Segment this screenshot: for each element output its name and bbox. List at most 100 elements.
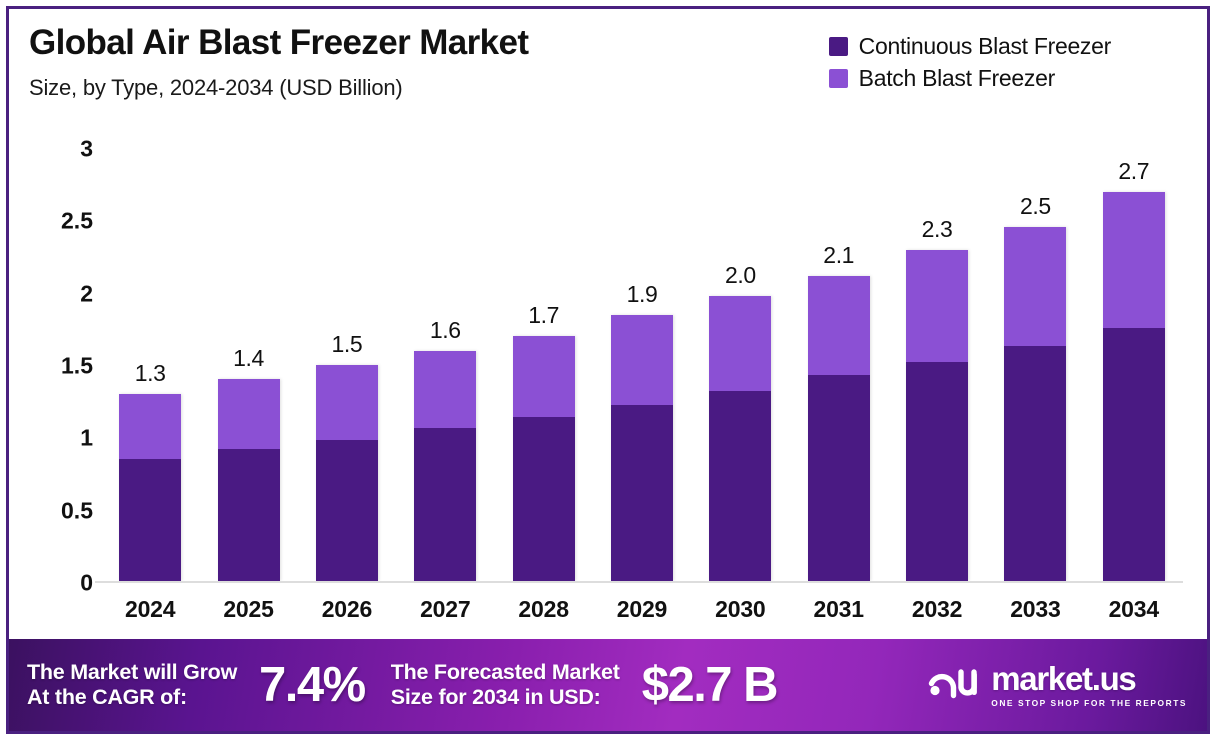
brand-tagline: ONE STOP SHOP FOR THE REPORTS	[991, 698, 1187, 708]
bar-segment-batch[interactable]	[807, 275, 870, 376]
y-axis-tick: 1.5	[61, 352, 93, 379]
bar-value-label: 2.3	[921, 215, 953, 242]
bars: 1.3 1.4 1.5 1.6 1.7 1.9 2.0 2.1 2.3 2.5 2.7	[101, 149, 1183, 581]
bar-segment-continuous[interactable]	[610, 405, 673, 581]
x-axis-tick: 2027	[420, 595, 471, 622]
bar-group[interactable]: 2.5	[986, 149, 1084, 581]
y-axis-tick: 2	[80, 280, 93, 307]
y-axis-tick: 2.5	[61, 207, 93, 234]
x-axis-tick: 2026	[321, 595, 373, 622]
legend-item-batch[interactable]: Batch Blast Freezer	[828, 65, 1111, 92]
cagr-caption: The Market will Grow At the CAGR of:	[27, 659, 238, 709]
bar-stack[interactable]	[315, 365, 378, 581]
bar-group[interactable]: 1.9	[593, 149, 691, 581]
bar-group[interactable]: 1.4	[199, 149, 297, 581]
legend-label: Continuous Blast Freezer	[858, 33, 1112, 59]
bar-segment-continuous[interactable]	[512, 416, 575, 581]
bar-segment-batch[interactable]	[512, 336, 575, 417]
legend-label: Batch Blast Freezer	[858, 65, 1056, 91]
bar-group[interactable]: 2.7	[1085, 149, 1183, 581]
bar-stack[interactable]	[414, 350, 477, 581]
bar-stack[interactable]	[906, 249, 969, 581]
bar-segment-continuous[interactable]	[1102, 327, 1165, 581]
bar-segment-batch[interactable]	[217, 379, 280, 449]
bar-segment-continuous[interactable]	[709, 390, 772, 581]
bar-segment-batch[interactable]	[610, 314, 673, 406]
page-title: Global Air Blast Freezer Market	[29, 23, 529, 62]
chart-header: Global Air Blast Freezer Market Size, by…	[9, 9, 1207, 131]
brand-logo[interactable]: market.us ONE STOP SHOP FOR THE REPORTS	[928, 662, 1193, 708]
bar-value-label: 2.7	[1118, 158, 1150, 185]
bar-segment-continuous[interactable]	[1004, 346, 1067, 581]
bar-value-label: 1.9	[626, 280, 658, 307]
forecast-caption: The Forecasted Market Size for 2034 in U…	[390, 659, 620, 709]
x-axis: 2024 2025 2026 2027 2028 2029 2030 2031 2032 2033…	[101, 587, 1183, 631]
y-axis-tick: 0	[80, 569, 93, 596]
bar-stack[interactable]	[1004, 226, 1067, 581]
summary-banner: The Market will Grow At the CAGR of: 7.4…	[9, 639, 1207, 731]
bars-container: 1.3 1.4 1.5 1.6 1.7 1.9 2.0 2.1 2.3 2.5 2.7	[95, 149, 1183, 583]
x-axis-tick: 2034	[1108, 595, 1160, 622]
x-axis-tick: 2031	[813, 595, 865, 622]
bar-group[interactable]: 1.3	[101, 149, 199, 581]
chart-plot-area: 0 0.5 1 1.5 2 2.5 3 1.3 1.4 1.5 1.6 1.7 1.9 2.0 2.1 2.…	[9, 131, 1207, 639]
bar-value-label: 1.6	[429, 316, 461, 343]
x-axis-tick: 2032	[911, 595, 963, 622]
chart-legend: Continuous Blast Freezer Batch Blast Fre…	[828, 33, 1112, 92]
y-axis-tick: 1	[80, 424, 93, 451]
bar-group[interactable]: 2.0	[691, 149, 789, 581]
bar-value-label: 1.5	[331, 331, 363, 357]
x-axis-tick: 2033	[1010, 595, 1061, 622]
bar-stack[interactable]	[119, 393, 182, 581]
bar-segment-continuous[interactable]	[414, 428, 477, 581]
x-axis-tick: 2025	[223, 595, 274, 622]
bar-group[interactable]: 1.5	[298, 149, 396, 581]
y-axis-tick: 0.5	[61, 497, 93, 524]
legend-item-continuous[interactable]: Continuous Blast Freezer	[828, 33, 1112, 60]
market-us-logo-icon	[928, 665, 980, 706]
x-axis-tick: 2024	[124, 595, 176, 622]
bar-value-label: 1.7	[528, 302, 559, 329]
y-axis-tick: 3	[80, 135, 93, 162]
chart-frame: Global Air Blast Freezer Market Size, by…	[6, 6, 1210, 734]
bar-stack[interactable]	[807, 275, 870, 581]
y-axis: 0 0.5 1 1.5 2 2.5 3	[23, 136, 101, 596]
bar-stack[interactable]	[512, 336, 575, 581]
brand-name: market.us	[991, 660, 1137, 697]
bar-segment-continuous[interactable]	[807, 375, 870, 581]
x-axis-tick: 2030	[715, 595, 766, 622]
legend-swatch-icon	[828, 69, 848, 88]
bar-value-label: 1.3	[134, 359, 166, 386]
bar-segment-batch[interactable]	[414, 350, 477, 429]
bar-stack[interactable]	[217, 379, 280, 581]
bar-segment-continuous[interactable]	[119, 458, 182, 581]
bar-segment-batch[interactable]	[119, 393, 182, 459]
cagr-value: 7.4%	[259, 658, 366, 712]
bar-value-label: 2.0	[724, 261, 756, 288]
bar-segment-continuous[interactable]	[315, 439, 378, 581]
x-axis-tick: 2028	[518, 595, 569, 622]
bar-group[interactable]: 2.1	[790, 149, 888, 581]
bar-segment-continuous[interactable]	[217, 448, 280, 581]
legend-swatch-icon	[828, 37, 848, 56]
bar-segment-batch[interactable]	[709, 295, 772, 391]
bar-stack[interactable]	[610, 314, 673, 581]
bar-stack[interactable]	[709, 295, 772, 581]
bar-segment-continuous[interactable]	[906, 362, 969, 581]
x-axis-tick: 2029	[616, 595, 668, 622]
bar-stack[interactable]	[1102, 192, 1165, 581]
bar-value-label: 2.5	[1020, 192, 1051, 219]
bar-group[interactable]: 1.7	[494, 149, 592, 581]
bar-segment-batch[interactable]	[906, 249, 969, 363]
bar-group[interactable]: 1.6	[396, 149, 494, 581]
bar-segment-batch[interactable]	[1004, 226, 1067, 347]
bar-segment-batch[interactable]	[315, 365, 378, 440]
page-subtitle: Size, by Type, 2024-2034 (USD Billion)	[29, 75, 403, 101]
bar-segment-batch[interactable]	[1102, 192, 1165, 328]
bar-value-label: 2.1	[823, 241, 855, 268]
bar-group[interactable]: 2.3	[888, 149, 986, 581]
axis-baseline	[95, 581, 1183, 583]
bar-value-label: 1.4	[233, 345, 264, 372]
forecast-value: $2.7 B	[641, 658, 779, 712]
